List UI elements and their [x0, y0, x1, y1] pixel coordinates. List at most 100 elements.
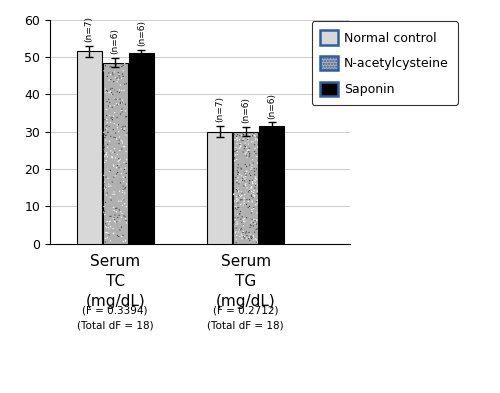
Point	[234, 169, 242, 176]
Point	[242, 180, 250, 187]
Point	[242, 153, 250, 159]
Point	[103, 126, 111, 132]
Point	[108, 153, 116, 160]
Point	[104, 144, 112, 151]
Point	[100, 68, 108, 74]
Point	[234, 229, 242, 235]
Point	[250, 220, 258, 226]
Point	[108, 114, 116, 120]
Point	[243, 233, 251, 239]
Point	[253, 217, 261, 223]
Point	[122, 170, 130, 176]
Point	[252, 182, 260, 188]
Point	[237, 216, 245, 222]
Point	[250, 192, 258, 198]
Point	[103, 230, 111, 236]
Point	[103, 87, 111, 94]
Point	[122, 114, 130, 120]
Point	[242, 149, 250, 156]
Point	[110, 216, 118, 222]
Point	[252, 166, 260, 172]
Point	[238, 235, 246, 242]
Point	[116, 111, 124, 117]
Point	[120, 178, 128, 185]
Point	[241, 191, 249, 198]
Point	[242, 173, 250, 180]
Point	[252, 236, 260, 242]
Point	[233, 219, 241, 225]
Point	[114, 70, 122, 76]
Text: (Total dF = 18): (Total dF = 18)	[208, 320, 284, 330]
Point	[105, 183, 113, 189]
Point	[106, 219, 114, 225]
Point	[110, 113, 118, 119]
Point	[231, 148, 239, 154]
Point	[248, 192, 256, 198]
Point	[244, 235, 252, 242]
Point	[252, 176, 260, 182]
Point	[104, 235, 112, 241]
Point	[248, 206, 256, 213]
Point	[102, 230, 110, 236]
Point	[242, 230, 250, 236]
Point	[113, 75, 121, 81]
Point	[118, 100, 126, 106]
Point	[235, 145, 243, 151]
Point	[118, 107, 126, 114]
Point	[110, 109, 118, 116]
Point	[114, 214, 122, 220]
Point	[118, 100, 126, 106]
Point	[239, 149, 247, 155]
Point	[253, 182, 261, 188]
Point	[100, 210, 108, 216]
Point	[106, 218, 114, 224]
Point	[234, 193, 242, 199]
Point	[252, 136, 260, 142]
Point	[252, 174, 260, 180]
Point	[114, 198, 122, 204]
Point	[247, 222, 255, 229]
Point	[104, 154, 112, 160]
Point	[111, 74, 119, 81]
Point	[100, 129, 108, 135]
Point	[252, 151, 260, 157]
Point	[115, 140, 123, 147]
Point	[114, 151, 122, 158]
Point	[242, 143, 250, 150]
Point	[122, 220, 130, 226]
Point	[110, 145, 118, 152]
Point	[234, 171, 241, 178]
Point	[118, 87, 126, 94]
Point	[103, 219, 111, 225]
Point	[245, 145, 253, 151]
Point	[248, 199, 256, 205]
Point	[119, 232, 127, 239]
Point	[252, 182, 260, 189]
Point	[252, 221, 260, 227]
Point	[112, 62, 120, 68]
Text: (F = 0.2712): (F = 0.2712)	[213, 305, 278, 315]
Point	[250, 194, 258, 200]
Point	[122, 216, 130, 222]
Point	[120, 174, 128, 181]
Point	[111, 87, 119, 93]
Point	[112, 134, 120, 141]
Point	[234, 188, 241, 194]
Point	[232, 186, 240, 192]
Point	[234, 187, 242, 193]
Bar	[103, 62, 128, 244]
Point	[248, 162, 256, 168]
Point	[100, 211, 108, 218]
Point	[253, 210, 261, 216]
Point	[238, 137, 246, 143]
Point	[234, 148, 241, 154]
Point	[234, 174, 242, 181]
Point	[100, 146, 108, 152]
Point	[121, 214, 129, 220]
Point	[112, 136, 120, 142]
Point	[122, 237, 130, 243]
Point	[116, 99, 124, 105]
Point	[248, 210, 256, 216]
Point	[103, 125, 111, 132]
Point	[107, 197, 115, 203]
